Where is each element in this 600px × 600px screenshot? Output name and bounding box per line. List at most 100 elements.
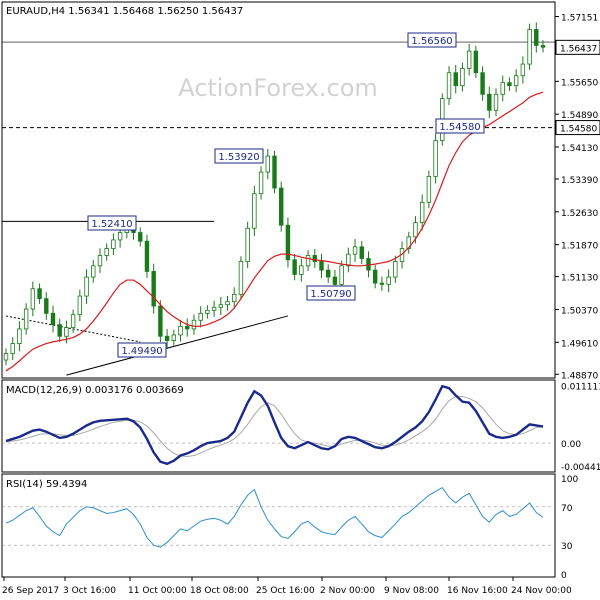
annotation-box — [87, 215, 137, 231]
candle — [419, 194, 425, 231]
candle — [292, 253, 297, 281]
x-tick-label: 18 Oct 08:00 — [190, 586, 249, 596]
candle — [218, 296, 223, 316]
rsi-tick-label: 30 — [561, 542, 573, 552]
candle — [534, 22, 539, 53]
candle — [205, 305, 210, 319]
candle — [138, 227, 143, 247]
candle-body — [272, 155, 277, 189]
candle-body — [158, 305, 163, 337]
candle-body — [138, 232, 143, 242]
macd-tick-label: -0.004419 — [561, 463, 600, 473]
candle-body — [191, 319, 197, 330]
candle-body — [205, 309, 210, 314]
annotation-label: 1.52410 — [91, 219, 132, 230]
candle-body — [406, 236, 411, 249]
candle-body — [346, 253, 351, 267]
candle-body — [117, 232, 123, 241]
candle-body — [466, 50, 472, 69]
candle-body — [198, 312, 203, 321]
x-tick-label: 26 Sep 2017 — [2, 586, 59, 596]
candle-body — [285, 224, 291, 261]
candle — [305, 250, 311, 272]
candle — [513, 69, 519, 93]
rsi-header: RSI(14) 59.4394 — [6, 479, 87, 490]
macd-signal-line — [5, 395, 544, 458]
price-tick-label: 1.57151 — [561, 13, 598, 23]
candle-body — [104, 248, 109, 256]
candle — [3, 348, 9, 366]
candle-body — [3, 353, 9, 361]
candle-body — [393, 261, 398, 278]
price-tick-label: 1.48870 — [561, 371, 598, 381]
macd-tick-label: 0.011111 — [561, 383, 600, 393]
macd-line — [5, 384, 544, 466]
candle — [104, 243, 109, 261]
candle-body — [299, 265, 304, 275]
candle — [238, 256, 244, 300]
level-price-label: 1.54580 — [560, 125, 597, 135]
candle-body — [500, 82, 505, 95]
candle — [17, 321, 22, 352]
candle — [258, 166, 264, 200]
candle — [466, 43, 472, 76]
candle — [144, 234, 150, 278]
price-tick-label: 1.51870 — [561, 242, 598, 252]
price-tick-label: 1.50370 — [561, 306, 598, 316]
price-tick-label: 1.54130 — [561, 144, 598, 154]
x-tick-label: 11 Oct 00:00 — [128, 586, 187, 596]
candle — [23, 303, 29, 335]
watermark: ActionForex.com — [178, 74, 378, 102]
annotation-box — [407, 32, 457, 48]
annotation-label: 1.49490 — [121, 346, 162, 357]
price-pane — [1, 1, 556, 379]
candle — [178, 319, 183, 342]
candle — [158, 300, 163, 343]
candle-body — [70, 314, 76, 329]
candle — [164, 329, 170, 348]
current-price-box — [555, 39, 600, 55]
candle — [91, 259, 96, 283]
candle-body — [265, 155, 270, 173]
candle — [57, 318, 62, 343]
candle — [493, 88, 499, 117]
candle-body — [111, 239, 116, 249]
candle-body — [372, 269, 378, 284]
candle-body — [17, 328, 22, 344]
candle — [460, 62, 465, 92]
candle — [379, 276, 385, 291]
current-price-label: 1.56437 — [560, 44, 597, 54]
candle-body — [225, 301, 230, 306]
candle-body — [433, 140, 438, 177]
candle-body — [325, 269, 331, 278]
candle — [97, 248, 103, 273]
rsi-layer — [2, 486, 555, 548]
candle-body — [57, 324, 62, 337]
annotation-label: 1.53920 — [218, 152, 259, 163]
macd-header: MACD(12,26,9) 0.003176 0.003669 — [6, 385, 184, 396]
candle — [285, 217, 291, 268]
candle — [520, 56, 526, 84]
candle — [393, 255, 398, 283]
candle — [84, 269, 89, 304]
candle-body — [319, 261, 324, 271]
candle — [77, 289, 83, 322]
trendline-0 — [66, 315, 289, 376]
candle — [339, 260, 344, 290]
candle-body — [211, 306, 217, 311]
candle-body — [258, 171, 264, 195]
candle — [111, 233, 116, 256]
x-tick-label: 3 Oct 16:00 — [63, 586, 116, 596]
candle — [185, 318, 190, 337]
candle — [480, 66, 485, 101]
candle-body — [23, 308, 29, 330]
candle — [352, 239, 358, 262]
candle-body — [386, 276, 391, 285]
candle-body — [144, 240, 150, 272]
candle — [473, 45, 479, 78]
candle — [252, 185, 257, 237]
moving-average-line — [5, 91, 544, 372]
candle-body — [178, 325, 183, 336]
candle-body — [446, 72, 452, 100]
price-tick-label: 1.55650 — [561, 78, 598, 88]
